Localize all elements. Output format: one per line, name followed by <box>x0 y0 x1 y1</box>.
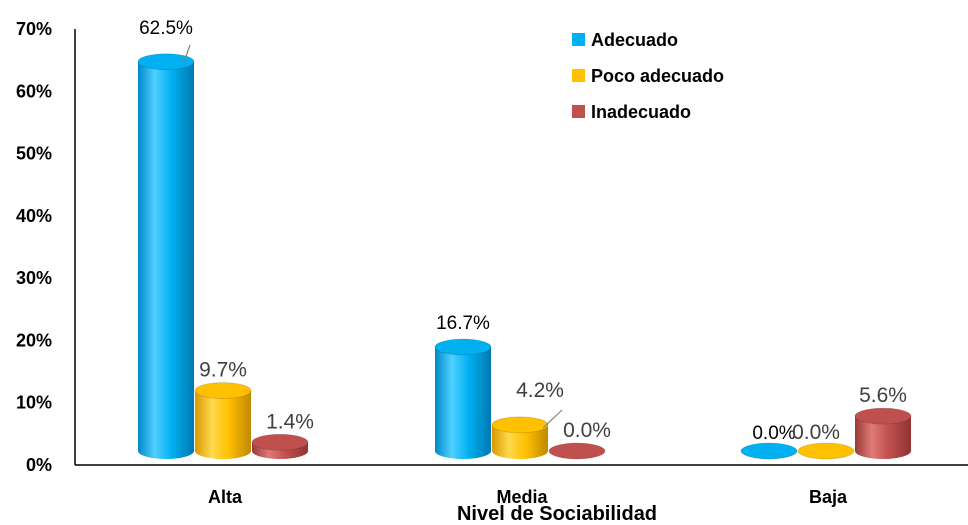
data-label: 1.4% <box>266 410 314 433</box>
bar <box>797 442 855 460</box>
bar-top <box>491 416 549 434</box>
bar <box>434 338 492 459</box>
bar <box>491 416 549 459</box>
bar-top <box>251 433 309 451</box>
data-label: 4.2% <box>516 379 564 402</box>
data-label: 62.5% <box>139 18 193 39</box>
data-label: 9.7% <box>199 359 247 382</box>
y-tick-label: 60% <box>16 81 52 101</box>
data-label: 0.0% <box>752 423 795 444</box>
x-axis-title: Nivel de Sociabilidad <box>457 503 657 525</box>
bar <box>548 442 606 460</box>
legend-label: Poco adecuado <box>591 66 724 86</box>
legend-swatch <box>572 105 585 118</box>
leader-line <box>542 409 563 429</box>
data-label: 0.0% <box>563 419 611 442</box>
legend-label: Adecuado <box>591 30 678 50</box>
bar <box>137 53 195 459</box>
y-tick-label: 0% <box>26 455 52 475</box>
data-label: 16.7% <box>436 313 490 334</box>
category-label: Media <box>496 487 548 507</box>
bar-top <box>854 407 912 425</box>
legend-swatch <box>572 69 585 82</box>
bar-top <box>137 53 195 71</box>
bar <box>251 433 309 459</box>
bar-top <box>194 382 252 399</box>
bar <box>740 442 798 460</box>
bar <box>194 382 252 459</box>
y-tick-label: 50% <box>16 144 52 164</box>
y-tick-label: 70% <box>16 19 52 39</box>
leader-line <box>183 44 191 63</box>
y-tick-label: 10% <box>16 393 52 413</box>
data-label: 0.0% <box>792 421 840 444</box>
bar-top <box>740 442 798 460</box>
category-label: Alta <box>208 487 243 507</box>
y-tick-label: 40% <box>16 206 52 226</box>
legend-swatch <box>572 33 585 46</box>
bar-top <box>548 442 606 460</box>
y-tick-label: 30% <box>16 268 52 288</box>
legend: Adecuado Poco adecuado Inadecuado <box>572 30 724 122</box>
bar <box>854 407 912 459</box>
category-label: Baja <box>809 487 848 507</box>
legend-label: Inadecuado <box>591 102 691 122</box>
y-tick-label: 20% <box>16 330 52 350</box>
data-label: 5.6% <box>859 384 907 407</box>
bar-top <box>797 442 855 460</box>
bar-top <box>434 338 492 356</box>
